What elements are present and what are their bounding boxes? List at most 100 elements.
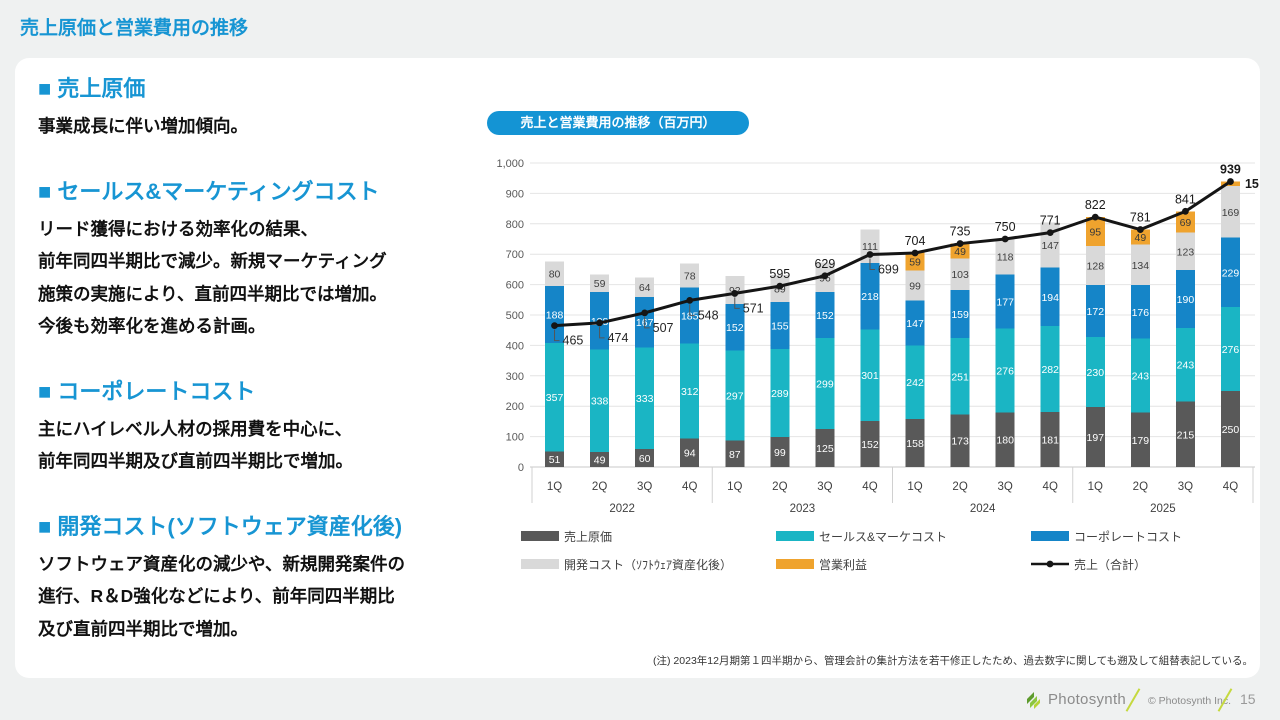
year-label: 2023 [790,503,816,515]
section-body: ソフトウェア資産化の減少や、新規開発案件の 進行、R＆D強化などにより、前年同四… [38,548,493,646]
legend-label: コーポレートコスト [1074,529,1183,544]
segment-value: 134 [1132,260,1150,272]
bar-segment [770,301,790,350]
segment-value: 118 [997,252,1014,264]
body-line: 事業成長に伴い増加傾向。 [38,116,248,136]
segment-value: 64 [639,282,651,294]
segment-value: 229 [1222,267,1240,279]
segment-value: 95 [1089,227,1101,239]
segment-value: 69 [1180,217,1192,229]
line-value: 822 [1085,198,1106,212]
segment-value: 111 [862,241,878,253]
legend-label: 営業利益 [819,557,868,572]
legend-label: セールス&マーケコスト [819,529,948,544]
bar-segment [590,452,610,467]
bar-segment [1130,338,1150,413]
bar-segment [1085,337,1105,408]
bar-segment [1085,245,1105,285]
quarter-label: 2Q [1133,481,1148,493]
bar-segment [950,289,970,339]
segment-value: 357 [546,392,564,404]
label-leader [554,329,560,342]
bar-segment [950,414,970,467]
segment-value: 152 [726,322,744,334]
bar-segment [1130,412,1150,467]
quarter-label: 1Q [727,481,742,493]
segment-value: 59 [594,278,606,290]
quarter-label: 3Q [997,481,1012,493]
page-number: 15 [1240,691,1256,707]
segment-value: 289 [771,388,789,400]
revenue-line [554,180,1232,328]
segment-value: 251 [951,371,969,383]
body-line: 進行、R＆D強化などにより、前年同四半期比 [38,586,395,606]
label-leader [689,304,695,316]
bar-segment [725,350,745,441]
line-marker [686,297,694,304]
bar-segment [590,349,610,453]
line-value: 735 [950,225,971,239]
y-tick-label: 900 [506,188,524,200]
label-leader [599,326,605,339]
line-value: 699 [878,263,899,277]
segment-value: 87 [729,449,741,461]
line-marker [551,322,558,330]
legend-item: 開発コスト（ｿﾌﾄｳｪｱ資産化後） [521,555,776,573]
bar-segment [725,440,745,467]
legend-item: 売上原価 [521,527,776,545]
segment-value: 103 [951,269,969,281]
bar-segment [1085,284,1105,338]
segment-value: 242 [906,377,924,389]
segment-value: 49 [954,246,966,258]
line-marker [596,319,603,327]
segment-value: 188 [546,309,564,321]
bar-segment [1130,229,1150,245]
bar-segment [1175,270,1195,328]
quarter-label: 2Q [952,481,967,493]
bar-segment [1220,391,1240,467]
y-tick-label: 1,000 [496,158,524,170]
segment-value: 333 [636,393,654,405]
line-value: 595 [769,267,790,281]
bar-segment [770,436,790,467]
segment-value: 173 [951,436,969,448]
segment-value: 181 [1041,434,1059,446]
bar-segment [815,338,835,429]
line-marker [956,240,964,247]
segment-value: 180 [996,435,1014,447]
bar-segment [860,263,880,330]
commentary-column: ■ 売上原価 事業成長に伴い増加傾向。 ■ セールス&マーケティングコスト リー… [38,74,493,679]
line-marker [731,290,739,297]
bar-segment [1175,401,1195,467]
segment-value: 169 [1222,207,1240,219]
bar-segment [1085,407,1105,467]
quarter-label: 1Q [1088,481,1103,493]
body-line: 主にハイレベル人材の採用費を中心に、 [38,418,353,439]
segment-value: 230 [1087,367,1105,379]
segment-value: 276 [996,365,1014,377]
quarter-label: 4Q [862,481,877,493]
body-line: 及び直前四半期比で増加。 [38,618,248,639]
line-marker [821,272,829,280]
segment-value: 123 [1177,246,1195,258]
quarter-label: 3Q [817,481,832,493]
bar-segment [995,328,1015,413]
quarter-label: 4Q [682,481,697,493]
bar-segment [635,448,655,467]
bar-segment [905,300,925,346]
section-dev-cost: ■ 開発コスト(ソフトウェア資産化後) ソフトウェア資産化の減少や、新規開発案件… [38,512,493,646]
legend-item: コーポレートコスト [1031,527,1255,545]
line-value: 474 [608,331,629,345]
bar-segment [995,238,1015,275]
segment-value: 158 [906,438,924,450]
bar-segment [950,258,970,290]
line-marker [1136,226,1144,233]
segment-value: 172 [1087,306,1105,318]
line-marker [866,251,874,258]
segment-value: 147 [906,318,924,330]
segment-value: 190 [1177,294,1195,306]
quarter-label: 3Q [1178,481,1193,493]
bar-segment [905,270,925,301]
quarter-label: 4Q [1043,481,1058,493]
segment-value-outside: 15 [1245,177,1259,191]
